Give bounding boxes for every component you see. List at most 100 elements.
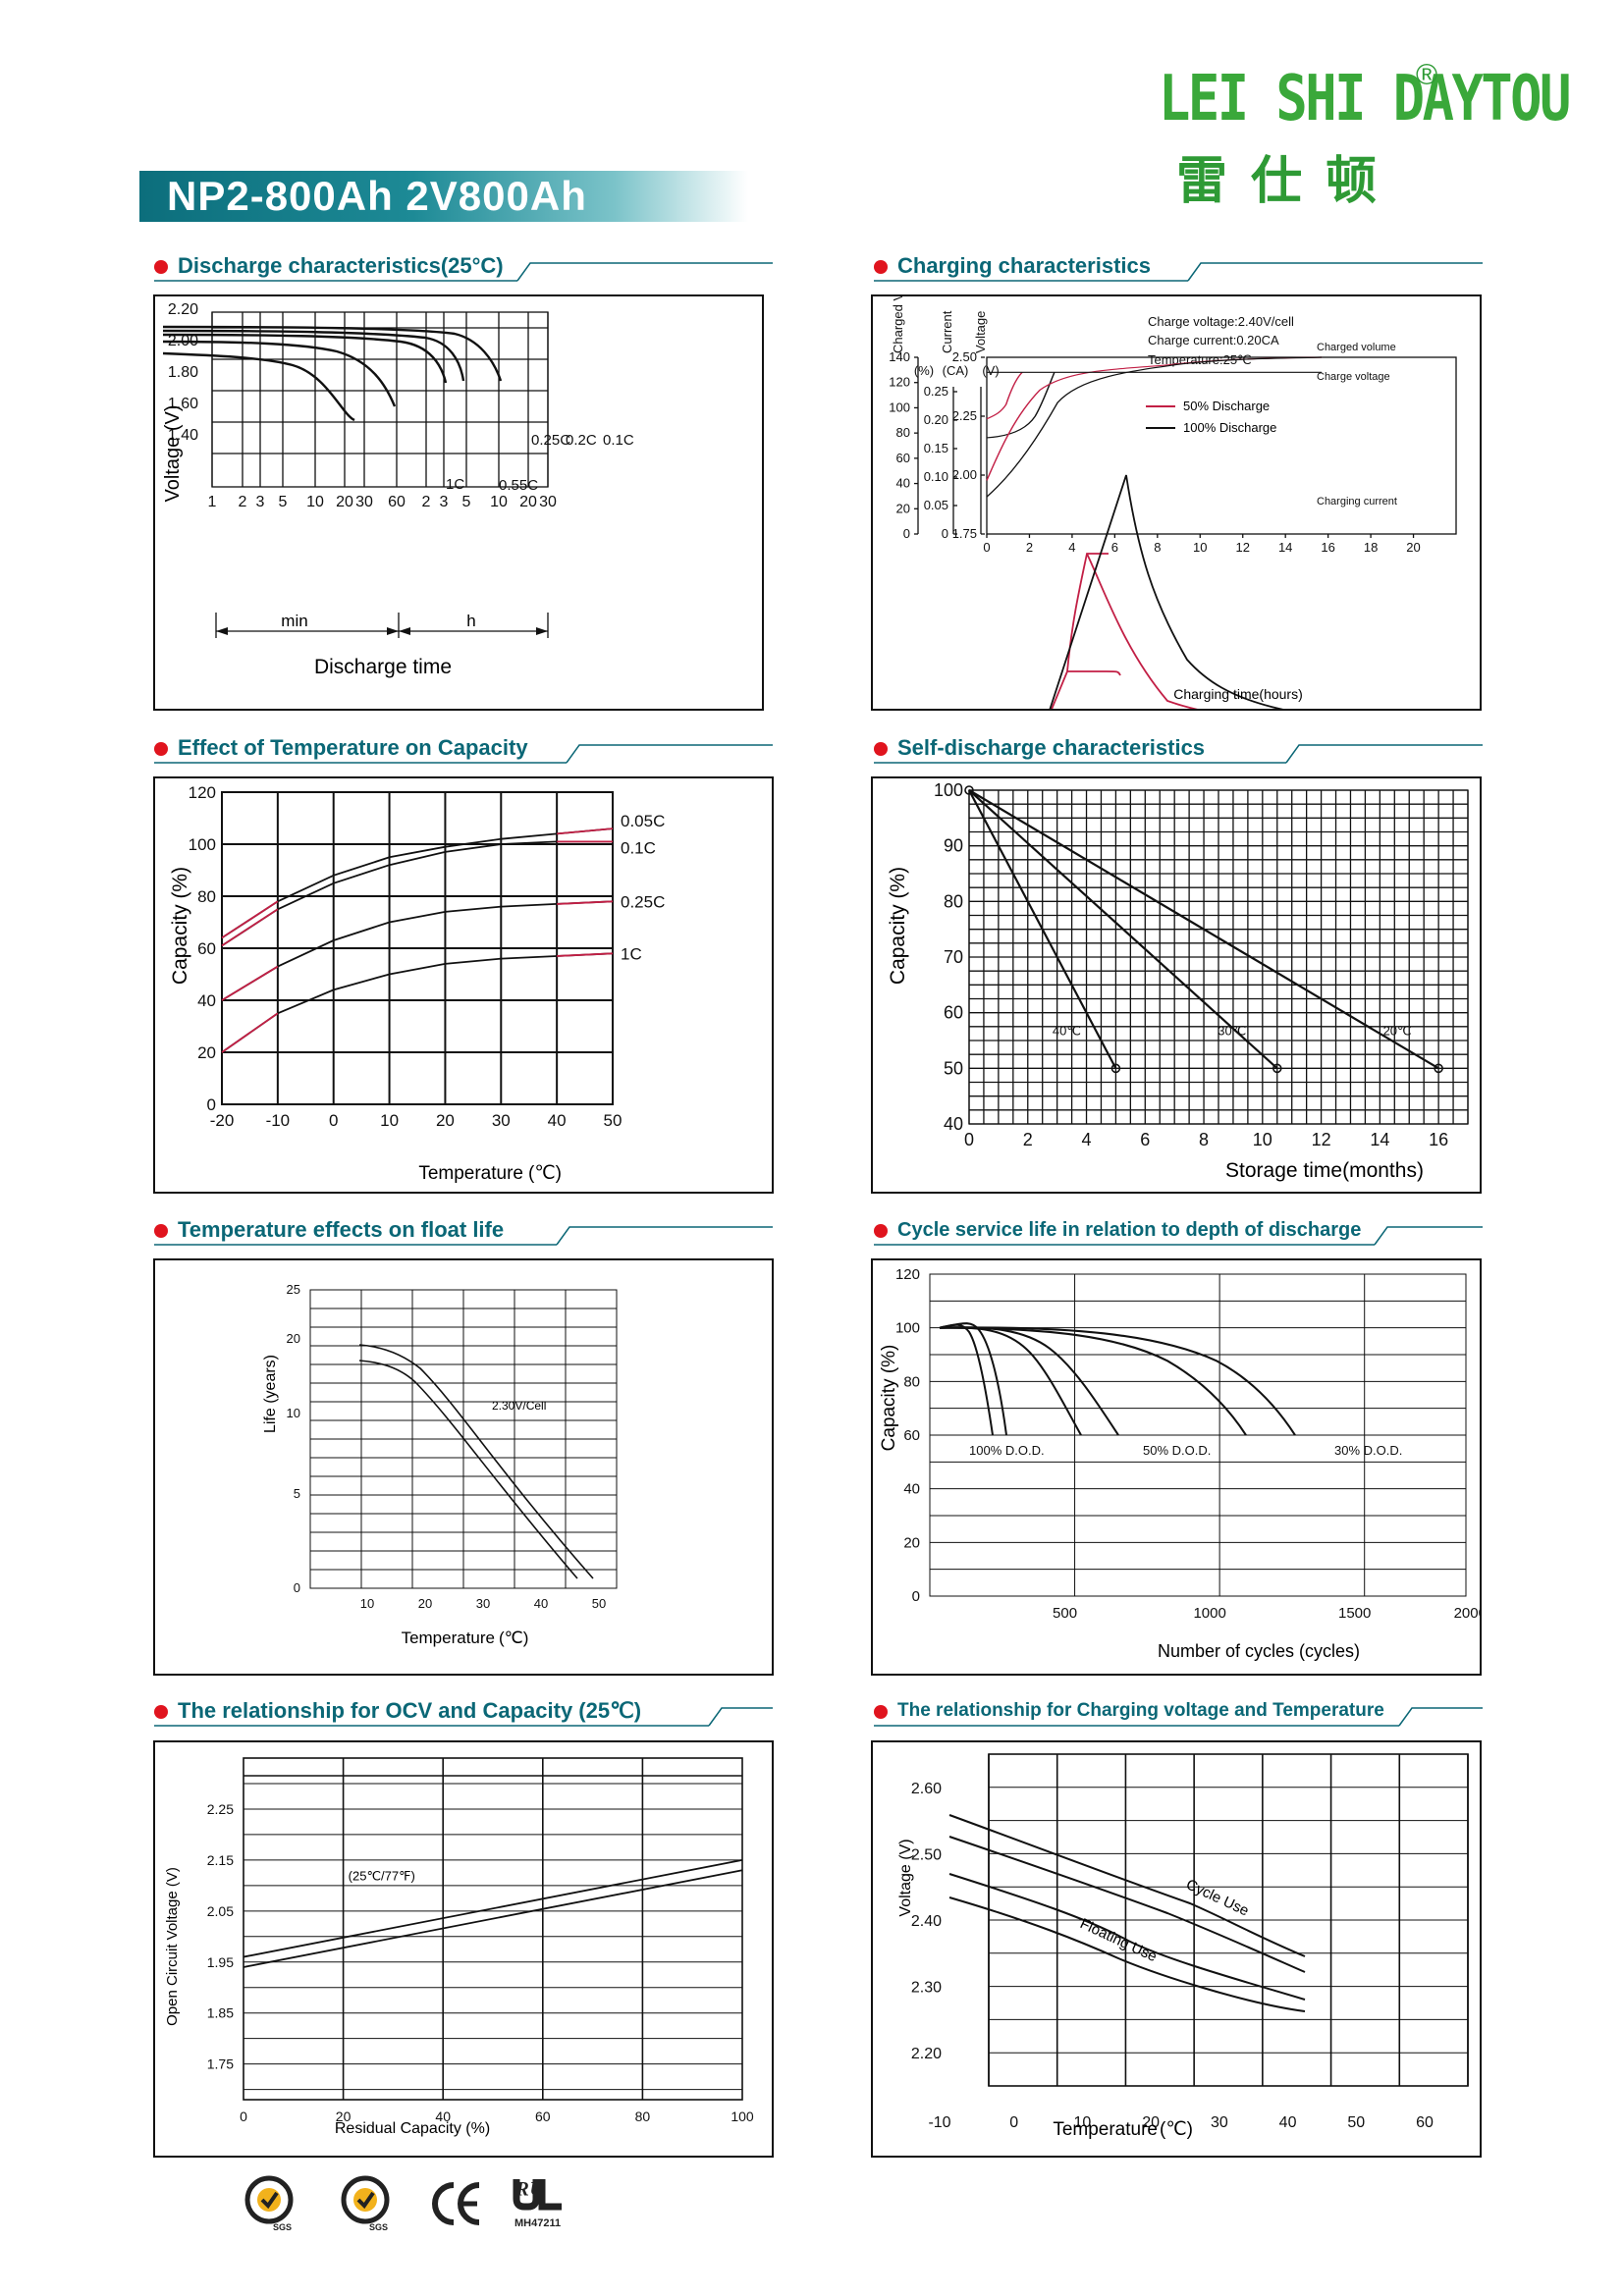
charging-current-100 [1049,474,1284,709]
charging-current-50 [1051,553,1198,709]
bullet-icon [874,1224,888,1238]
x-tick-label: 12 [1235,540,1249,555]
y-tick-label: 0 [912,1588,920,1605]
x-tick-label: 20 [436,1111,455,1130]
float-life-lower [358,1360,578,1579]
x-axis-label: Temperature [418,1163,523,1184]
y-tick-label: 10 [287,1406,300,1420]
y-tick-label: 2.40 [911,1913,942,1930]
x-tick-label: 1000 [1193,1605,1225,1622]
y-tick-label: 1.95 [207,1954,234,1970]
y-tick-label: 1.75 [207,2056,234,2072]
x-tick-label: -10 [266,1111,291,1130]
curve-02C [162,329,465,382]
curve-01C [162,325,503,382]
y-tick-label: 120 [895,1266,920,1283]
curve-1C [162,351,355,422]
y-axis-label: Capacity (%) [879,1345,899,1452]
current-tick-label: 0 [942,526,948,541]
axis-unit-current: (CA) [943,363,969,378]
series-line-0 [968,789,1117,1069]
plot-frame [986,356,1457,535]
y-axis-label: Voltage (V) [162,405,184,503]
ocv-title: The relationship for OCV and Capacity (2… [178,1698,642,1723]
y-tick-label: 20 [287,1331,300,1346]
dod-label-30: 30% D.O.D. [1334,1443,1402,1458]
temp-capacity-panel: 120 100 80 60 40 20 0 -20 -10 0 10 20 30 40 50 0.05C 0.… [153,776,774,1194]
y-tick-label: 100 [934,780,963,800]
x-tick-label: 10 [360,1596,374,1611]
y-tick-label: 40 [903,1481,920,1498]
x-tick-label: 60 [535,2109,551,2124]
title-underline [874,744,1483,764]
series-extrap-high-2 [557,900,614,905]
voltage-tick-label: 1.75 [952,526,977,541]
y-tick-label: 2.20 [168,301,198,318]
charging-chart: Charged Volume Current Voltage (%) (CA) … [889,296,1457,709]
y-tick-label: 80 [903,1373,920,1390]
x-tick-label: 14 [1370,1130,1389,1149]
x-tick-label: 30 [1211,2114,1228,2131]
unit-min: min [281,612,307,630]
x-tick-label: 30 [539,494,557,510]
title-underline [874,1707,1483,1727]
series-extrap-low-3 [221,1012,279,1053]
y-axis-label: Life (years) [262,1355,279,1433]
end-marker [1110,1063,1121,1074]
y-tick-label: 60 [197,939,216,958]
legend-50: 50% Discharge [1183,399,1270,413]
discharge-panel: 2.20 2.00 1.80 1.60 1.40 1 2 3 5 10 20 30 60 2 3 5 10 20 3… [153,294,764,711]
current-tick-label: 0.15 [924,441,948,455]
voltage-tick-label: 2.00 [952,467,977,482]
x-axis-label: Residual Capacity (%) [335,2120,490,2137]
self-discharge-panel: 100 90 80 70 60 50 40 0 2 4 6 8 10 12 14 16 40℃ 30℃ 20℃ C… [871,776,1482,1194]
y-tick-label: 2.25 [207,1801,234,1817]
y-tick-label: 100 [189,835,216,854]
y-tick-label: 60 [944,1003,963,1023]
series-label-02C: 0.2C [566,432,597,449]
y-tick-label: 5 [294,1486,300,1501]
volume-tick-label: 0 [903,526,910,541]
x-tick-label: 10 [1193,540,1207,555]
y-tick-label: 25 [287,1282,300,1297]
x-axis-unit: (℃) [528,1163,562,1184]
x-tick-label: 3 [256,494,265,510]
charged-volume-100 [986,356,1323,498]
y-tick-label: 0 [207,1095,216,1114]
discharge-title: Discharge characteristics(25°C) [178,253,504,278]
x-tick-label: 16 [1321,540,1334,555]
series-extrap-high-3 [557,952,614,957]
x-tick-label: 40 [548,1111,567,1130]
charge-voltage-temp-panel: 2.60 2.50 2.40 2.30 2.20 -10 0 10 20 30 40 50 60 Cyc… [871,1740,1482,2158]
y-tick-label: 2.20 [911,2046,942,2062]
x-tick-label: 0 [964,1130,974,1149]
ocv-chart: 2.25 2.15 2.05 1.95 1.85 1.75 0 20 40 60 80 100 (25… [164,1757,754,2137]
y-tick-label: 50 [944,1058,963,1078]
cycle-100-inner [939,1323,994,1436]
y-tick-label: 1.40 [168,427,198,444]
x-axis-unit: (℃) [1160,2119,1193,2140]
title-underline [154,1226,773,1246]
dod-label-100: 100% D.O.D. [969,1443,1045,1458]
x-tick-label: 2 [422,494,431,510]
cycle-30-outer [939,1326,1296,1436]
brand-logo: LEI SHI DAYTOU ® 雷仕顿 [1159,59,1571,210]
x-tick-label: 16 [1429,1130,1448,1149]
x-tick-label: 50 [592,1596,606,1611]
charged-volume-50 [986,356,1323,481]
y-tick-label: 40 [197,991,216,1010]
float-annotation: 2.30V/Cell [492,1399,546,1413]
condition-temperature: Temperature:25℃ [1148,352,1252,367]
y-tick-label: 2.05 [207,1903,234,1919]
bullet-icon [154,1224,168,1238]
annotation-charged-volume: Charged volume [1317,342,1396,353]
x-tick-label: 40 [1279,2114,1297,2131]
series-line-1 [243,1869,743,1968]
y-tick-label: 20 [903,1534,920,1551]
series-line-2 [221,900,614,1001]
float-life-panel: 25 20 10 5 0 10 20 30 40 50 2.30V/Cell Life (year… [153,1258,774,1676]
end-marker [1272,1063,1282,1074]
x-tick-label: 20 [1142,2114,1160,2131]
y-tick-label: 0 [294,1580,300,1595]
